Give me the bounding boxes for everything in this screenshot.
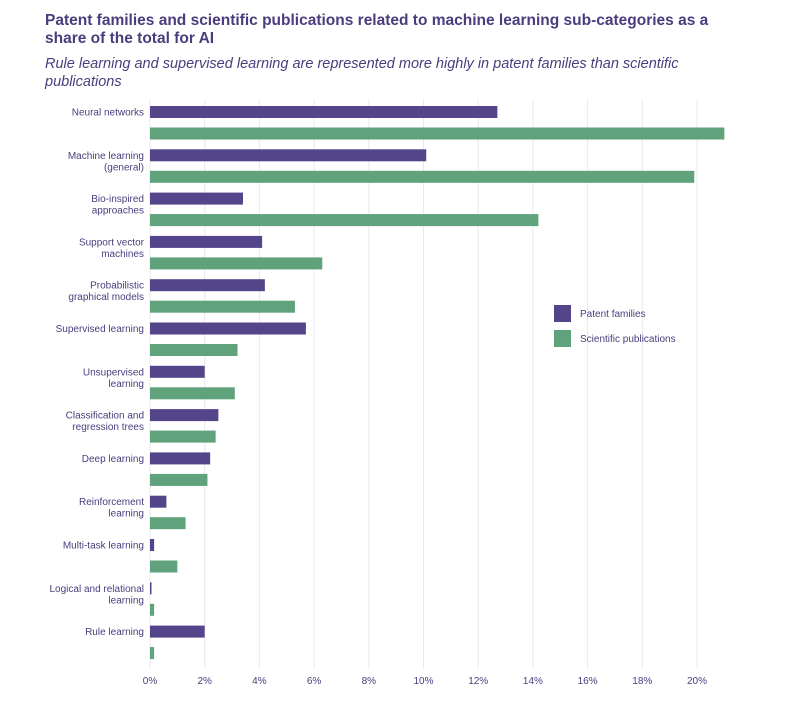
bar-scientific-publications <box>150 603 155 616</box>
x-tick-label: 0% <box>143 676 158 687</box>
bar-patent-families <box>150 539 155 551</box>
bar-scientific-publications <box>150 344 238 356</box>
bar-patent-families <box>150 106 498 118</box>
legend-label-scientific-publications: Scientific publications <box>580 334 676 345</box>
legend: Patent families Scientific publications <box>554 305 676 347</box>
bar-patent-families <box>150 452 211 465</box>
x-tick-label: 14% <box>523 676 543 687</box>
x-tick-label: 2% <box>197 676 212 687</box>
category-label: Unsupervised learning <box>83 367 144 390</box>
bar-scientific-publications <box>150 387 235 400</box>
category-labels: Neural networks Machine learning (general)… <box>49 108 144 639</box>
x-tick-label: 8% <box>362 676 377 687</box>
bar-patent-families <box>150 409 219 422</box>
x-tick-label: 12% <box>468 676 488 687</box>
bar-scientific-publications <box>150 127 725 140</box>
bar-patent-families <box>150 582 152 595</box>
category-label: Multi-task learning <box>63 541 144 552</box>
category-label: Neural networks <box>72 108 144 119</box>
category-label: Support vector machines <box>79 237 145 260</box>
bar-scientific-publications <box>150 560 178 573</box>
x-tick-label: 20% <box>687 676 707 687</box>
x-tick-label: 10% <box>413 676 433 687</box>
bar-scientific-publications <box>150 170 695 183</box>
x-tick-label: 16% <box>578 676 598 687</box>
category-label: Machine learning (general) <box>68 151 144 174</box>
category-label: Classification and regression trees <box>66 411 144 434</box>
category-label: Bio-inspired approaches <box>91 194 144 217</box>
bar-scientific-publications <box>150 647 155 660</box>
bar-scientific-publications <box>150 214 539 227</box>
bar-scientific-publications <box>150 257 323 270</box>
legend-label-patent-families: Patent families <box>580 309 646 320</box>
category-label: Supervised learning <box>56 324 144 335</box>
bar-patent-families <box>150 625 205 638</box>
x-tick-label: 6% <box>307 676 322 687</box>
legend-swatch-patent-families <box>554 305 571 322</box>
bar-patent-families <box>150 235 263 248</box>
bar-scientific-publications <box>150 430 216 443</box>
chart-title: Patent families and scientific publicati… <box>45 12 709 47</box>
category-label: Deep learning <box>82 454 144 465</box>
chart-subtitle: Rule learning and supervised learning ar… <box>45 56 679 90</box>
x-tick-label: 4% <box>252 676 267 687</box>
category-label: Rule learning <box>85 627 144 638</box>
bar-scientific-publications <box>150 517 186 530</box>
category-label: Probabilistic graphical models <box>68 281 144 304</box>
category-label: Logical and relational learning <box>49 584 144 607</box>
bar-scientific-publications <box>150 300 295 313</box>
bar-patent-families <box>150 322 306 335</box>
bar-patent-families <box>150 279 265 292</box>
bar-patent-families <box>150 365 205 378</box>
bar-scientific-publications <box>150 473 208 486</box>
legend-swatch-scientific-publications <box>554 330 571 347</box>
x-tick-label: 18% <box>632 676 652 687</box>
category-label: Reinforcement learning <box>79 497 144 520</box>
bar-patent-families <box>150 192 243 205</box>
gridlines <box>149 100 698 668</box>
bar-patent-families <box>150 149 427 162</box>
bars <box>150 106 725 660</box>
x-axis-ticks: 0% 2% 4% 6% 8% 10% 12% 14% 16% 18% 20% <box>143 676 707 687</box>
bar-patent-families <box>150 495 167 508</box>
